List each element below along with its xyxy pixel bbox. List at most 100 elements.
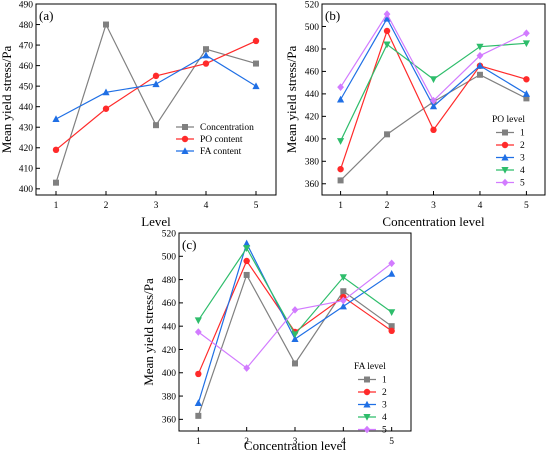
data-point <box>337 177 344 184</box>
data-point <box>102 105 110 112</box>
series-1 <box>53 21 259 186</box>
data-point <box>476 71 483 78</box>
legend-swatch-marker <box>363 425 371 434</box>
data-point <box>243 271 250 278</box>
legend-entry: Concentration <box>200 123 254 133</box>
legend-entry: 1 <box>382 376 387 386</box>
data-point <box>52 115 60 123</box>
data-point <box>194 317 202 325</box>
series-3 <box>52 51 260 123</box>
data-point <box>383 14 391 22</box>
x-tick-label: 5 <box>254 201 259 211</box>
data-point <box>523 76 530 83</box>
x-tick-label: 2 <box>385 201 390 211</box>
x-tick-label: 3 <box>431 201 436 211</box>
legend-entry: 5 <box>382 426 387 436</box>
legend-entry: 3 <box>520 154 525 164</box>
y-tick-label: 440 <box>305 90 320 100</box>
y-tick-label: 480 <box>162 276 177 286</box>
y-tick-label: 360 <box>162 416 177 426</box>
legend-title: FA level <box>354 362 386 372</box>
data-point <box>252 37 260 45</box>
legend-swatch-marker <box>364 376 370 383</box>
data-point <box>522 90 531 97</box>
y-tick-label: 360 <box>305 180 320 190</box>
y-tick-label: 500 <box>305 23 320 33</box>
data-point <box>152 72 160 80</box>
legend-swatch-marker <box>502 129 508 136</box>
data-point <box>384 131 391 138</box>
legend-swatch-marker <box>363 414 371 421</box>
series-4 <box>194 245 396 339</box>
x-tick-label: 1 <box>196 437 201 447</box>
data-point <box>103 21 109 28</box>
legend-entry: 1 <box>520 129 525 139</box>
data-point <box>252 82 260 90</box>
x-tick-label: 1 <box>338 201 343 211</box>
data-point <box>523 95 530 102</box>
y-tick-label: 420 <box>305 113 320 123</box>
data-point <box>476 51 484 60</box>
data-point <box>102 88 110 96</box>
y-tick-label: 440 <box>162 322 177 332</box>
y-tick-label: 400 <box>162 369 177 379</box>
legend-swatch-marker <box>501 141 509 149</box>
y-tick-label: 520 <box>162 229 177 239</box>
data-point <box>253 60 259 67</box>
data-point <box>243 245 251 252</box>
data-point <box>337 83 344 91</box>
panel-3: 1 2 3 4 5 360 380 400 420 440 460 480 500 520 Concentr… <box>141 229 412 453</box>
data-point <box>243 257 250 265</box>
data-point <box>388 323 395 330</box>
data-point <box>53 179 59 186</box>
y-tick-label: 380 <box>162 392 177 402</box>
x-axis-label: Level <box>141 214 171 229</box>
x-tick-label: 3 <box>293 437 298 447</box>
legend-swatch-marker <box>501 153 509 161</box>
series-line <box>340 42 527 142</box>
legend-swatch-marker <box>182 124 188 130</box>
series-line <box>55 40 257 151</box>
legend-title: PO level <box>492 115 525 125</box>
data-point <box>52 146 60 154</box>
legend-swatch-marker <box>181 135 189 143</box>
data-point <box>292 360 298 367</box>
y-tick-label: 470 <box>19 41 34 51</box>
data-point <box>195 412 202 419</box>
data-point <box>202 51 210 59</box>
y-tick-label: 380 <box>305 158 320 168</box>
panel-label: (a) <box>39 8 53 23</box>
data-point <box>430 96 437 105</box>
data-point <box>194 328 202 336</box>
plot-frame <box>35 3 277 196</box>
x-tick-label: 2 <box>104 201 109 211</box>
legend: PO level 1 2 3 4 5 <box>492 115 525 189</box>
y-tick-label: 440 <box>19 103 34 113</box>
x-tick-label: 2 <box>244 437 249 447</box>
y-tick-label: 490 <box>19 0 34 10</box>
data-point <box>153 122 159 129</box>
legend-entry: 2 <box>520 141 525 151</box>
legend-entry: 3 <box>382 401 387 411</box>
legend-entry: 5 <box>520 179 525 189</box>
y-tick-label: 500 <box>162 253 177 263</box>
series-3 <box>336 14 531 110</box>
series-2 <box>195 257 395 378</box>
x-axis-label: Concentration level <box>382 214 485 229</box>
data-point <box>523 29 530 38</box>
legend-swatch-marker <box>501 178 509 187</box>
x-tick-label: 5 <box>389 437 394 447</box>
data-point <box>388 327 395 335</box>
y-tick-label: 460 <box>305 68 320 78</box>
series-4 <box>336 40 531 145</box>
x-tick-label: 5 <box>524 201 529 211</box>
x-tick-label: 3 <box>154 201 159 211</box>
data-point <box>152 80 160 88</box>
y-tick-label: 460 <box>19 62 34 72</box>
y-tick-label: 450 <box>19 82 34 92</box>
series-line <box>197 273 393 417</box>
x-axis-label: Concentration level <box>244 438 347 453</box>
data-point <box>339 274 347 282</box>
legend-swatch-marker <box>501 167 509 174</box>
data-point <box>291 306 299 314</box>
